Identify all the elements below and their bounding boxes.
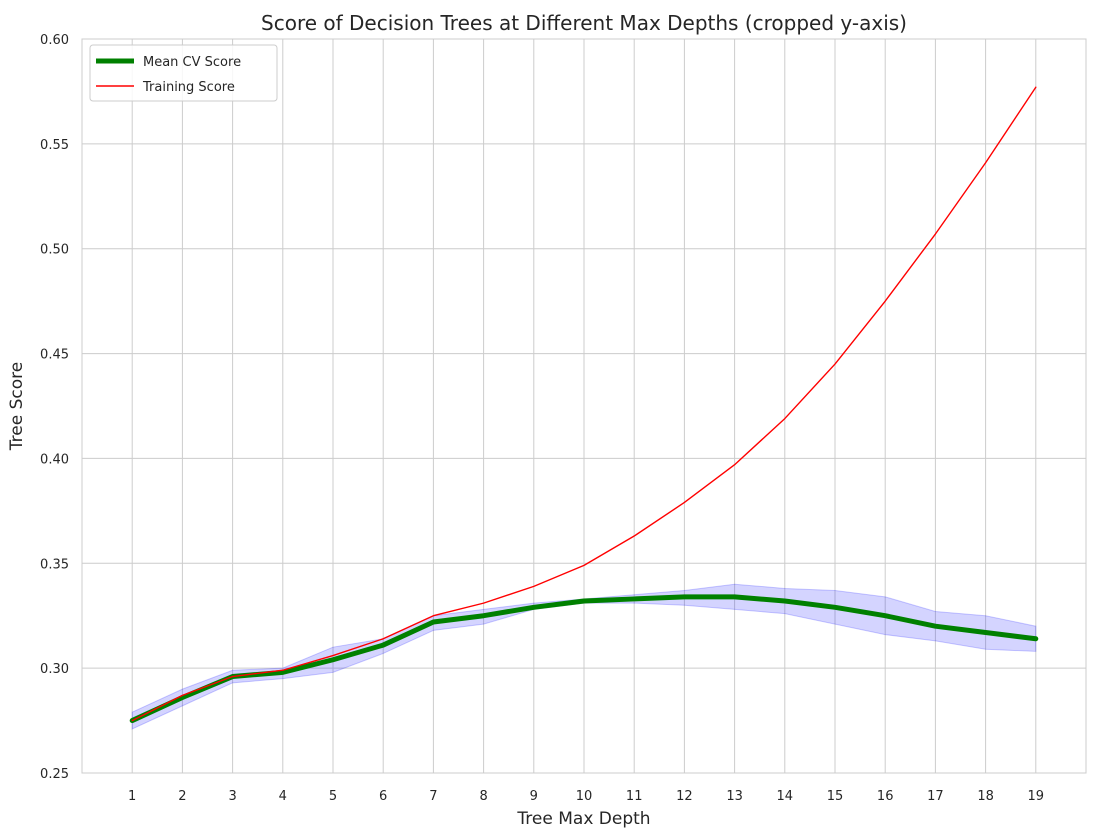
x-tick-label: 10 [576,789,593,804]
legend-label-mean-cv-score: Mean CV Score [143,55,241,70]
mean-cv-score-std-band [131,583,1037,730]
x-axis-label: Tree Max Depth [516,809,650,829]
x-tick-label: 4 [279,789,287,804]
grid-lines [82,38,1086,774]
x-tick-label: 3 [228,789,236,804]
x-tick-label: 8 [479,789,487,804]
x-tick-label: 17 [927,789,944,804]
y-tick-label: 0.45 [40,348,69,363]
y-axis-label: Tree Score [7,362,27,451]
x-tick-label: 19 [1028,789,1045,804]
x-axis-ticks: 1 2 3 4 5 6 7 8 9 10 11 12 13 14 15 16 17 18 19 [128,789,1044,804]
legend-label-training-score: Training Score [142,80,235,95]
x-tick-label: 1 [128,789,136,804]
y-tick-label: 0.35 [40,557,69,572]
x-tick-label: 15 [827,789,844,804]
x-tick-label: 5 [329,789,337,804]
x-tick-label: 7 [429,789,437,804]
y-axis-ticks: 0.25 0.30 0.35 0.40 0.45 0.50 0.55 0.60 [40,33,69,782]
x-tick-label: 11 [626,789,643,804]
x-tick-label: 14 [777,789,794,804]
y-tick-label: 0.50 [40,243,69,258]
y-tick-label: 0.60 [40,33,69,48]
plot-area-frame [81,38,1087,774]
y-tick-label: 0.25 [40,767,69,782]
chart-title: Score of Decision Trees at Different Max… [261,11,907,35]
y-tick-label: 0.30 [40,662,69,677]
x-tick-label: 13 [726,789,743,804]
legend-box [89,44,278,102]
x-tick-label: 16 [877,789,894,804]
y-tick-label: 0.55 [40,138,69,153]
x-tick-label: 12 [676,789,693,804]
x-tick-label: 2 [178,789,186,804]
x-tick-label: 9 [530,789,538,804]
x-tick-label: 6 [379,789,387,804]
series-lines [129,86,1039,724]
mean-cv-score-line [129,594,1039,724]
y-tick-label: 0.40 [40,452,69,467]
confidence-band-layer [131,583,1037,730]
training-score-line [131,86,1037,722]
legend: Mean CV Score Training Score [89,44,278,102]
x-tick-label: 18 [977,789,994,804]
